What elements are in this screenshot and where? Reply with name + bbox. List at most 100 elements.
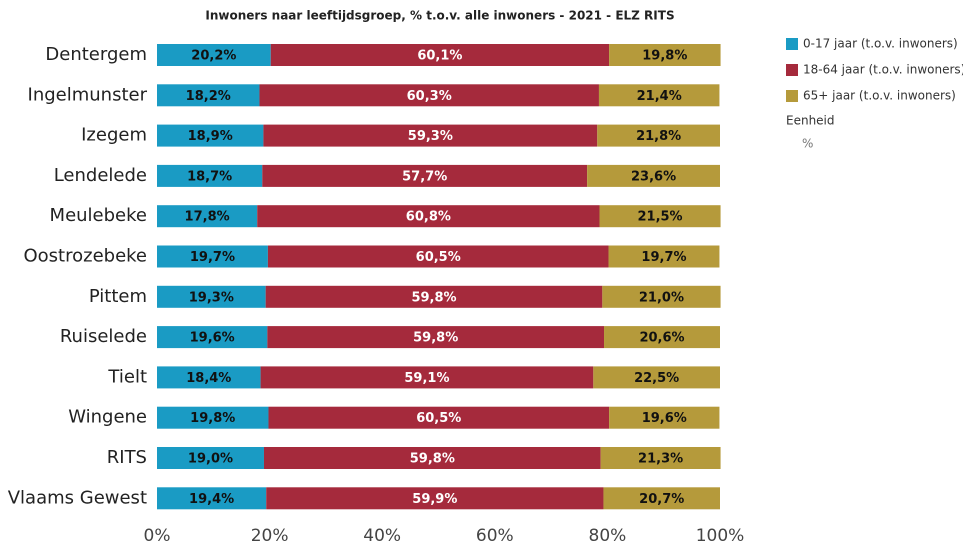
legend-swatch [786,90,798,102]
bar-segment [157,487,267,510]
category-label: Lendelede [54,165,147,186]
chart-title: Inwoners naar leeftijdsgroep, % t.o.v. a… [205,9,674,23]
bar-segment [604,326,720,349]
bar-segment [598,84,720,107]
value-label: 18,4% [186,371,231,386]
value-label: 20,2% [191,49,236,64]
value-label: 19,0% [188,452,233,467]
bar-segment [608,245,720,268]
bar-segment [265,285,603,308]
value-label: 19,7% [190,250,235,265]
category-label: Pittem [89,286,147,307]
value-label: 59,8% [413,331,458,346]
value-label: 60,3% [407,89,452,104]
bar-segment [259,84,599,107]
value-label: 18,7% [187,169,232,184]
category-label: RITS [107,447,147,468]
value-label: 21,5% [637,210,682,225]
value-label: 60,5% [416,250,461,265]
bar-segment [267,326,605,349]
unit-title: Eenheid [786,114,835,128]
x-tick-label: 40% [363,526,401,545]
bar-segment [609,44,721,66]
bar-segment [262,164,588,187]
x-tick-label: 80% [589,526,627,545]
category-label: Oostrozebeke [23,246,147,267]
bar-segment [609,406,720,429]
value-label: 19,4% [189,492,234,507]
legend-swatch [786,64,798,76]
value-label: 59,8% [410,452,455,467]
bar-segment [602,285,721,308]
bar-segment [603,487,720,510]
bar-segment [157,124,264,147]
legend-label: 18-64 jaar (t.o.v. inwoners) [803,63,963,77]
value-label: 21,0% [639,290,684,305]
legend-label: 65+ jaar (t.o.v. inwoners) [803,89,956,103]
bar-segment [267,245,609,268]
x-tick-label: 0% [144,526,171,545]
value-label: 21,8% [636,129,681,144]
value-label: 60,1% [417,49,462,64]
legend-label: 0-17 jaar (t.o.v. inwoners) [803,37,958,51]
value-label: 20,7% [639,492,684,507]
value-label: 18,9% [188,129,233,144]
bar-segment [263,447,601,469]
value-label: 18,2% [186,89,231,104]
value-label: 19,6% [190,331,235,346]
bar-segment [157,245,268,268]
bar-segment [157,205,258,228]
category-label: Izegem [81,125,147,146]
bar-segment [266,487,604,510]
bar-segment [587,164,720,187]
value-label: 19,7% [641,250,686,265]
value-label: 21,4% [637,89,682,104]
bar-segment [599,205,721,228]
value-label: 60,5% [416,411,461,426]
value-label: 59,1% [404,371,449,386]
legend-swatch [786,38,798,50]
value-label: 20,6% [639,331,684,346]
bar-segment [157,164,263,187]
value-label: 17,8% [185,210,230,225]
unit: % [802,137,813,151]
bar-segment [157,366,261,389]
x-tick-label: 60% [476,526,514,545]
bar-segment [157,44,271,66]
category-label: Ruiselede [60,326,147,347]
bar-segment [157,447,264,469]
bar-segment [157,406,269,429]
category-label: Tielt [107,366,147,387]
bar-segment [260,366,594,389]
value-label: 59,8% [411,290,456,305]
bar-segment [257,205,600,228]
bar-segment [597,124,720,147]
value-label: 57,7% [402,169,447,184]
category-label: Vlaams Gewest [8,487,147,508]
bar-segment [157,326,268,349]
value-label: 19,8% [190,411,235,426]
value-label: 60,8% [406,210,451,225]
category-label: Dentergem [45,44,147,65]
bar-segment [263,124,598,147]
value-label: 19,6% [642,411,687,426]
bar-segment [157,84,260,107]
value-label: 23,6% [631,169,676,184]
x-tick-label: 100% [696,526,745,545]
x-tick-label: 20% [251,526,289,545]
bar-segment [268,406,610,429]
value-label: 21,3% [638,452,683,467]
bar-segment [270,44,610,66]
category-label: Meulebeke [50,205,147,226]
category-label: Ingelmunster [28,84,148,105]
category-label: Wingene [68,407,147,428]
value-label: 19,8% [642,49,687,64]
value-label: 59,3% [408,129,453,144]
bar-segment [600,447,721,469]
value-label: 59,9% [412,492,457,507]
bar-segment [157,285,266,308]
value-label: 19,3% [189,290,234,305]
value-label: 22,5% [634,371,679,386]
bar-segment [593,366,720,389]
